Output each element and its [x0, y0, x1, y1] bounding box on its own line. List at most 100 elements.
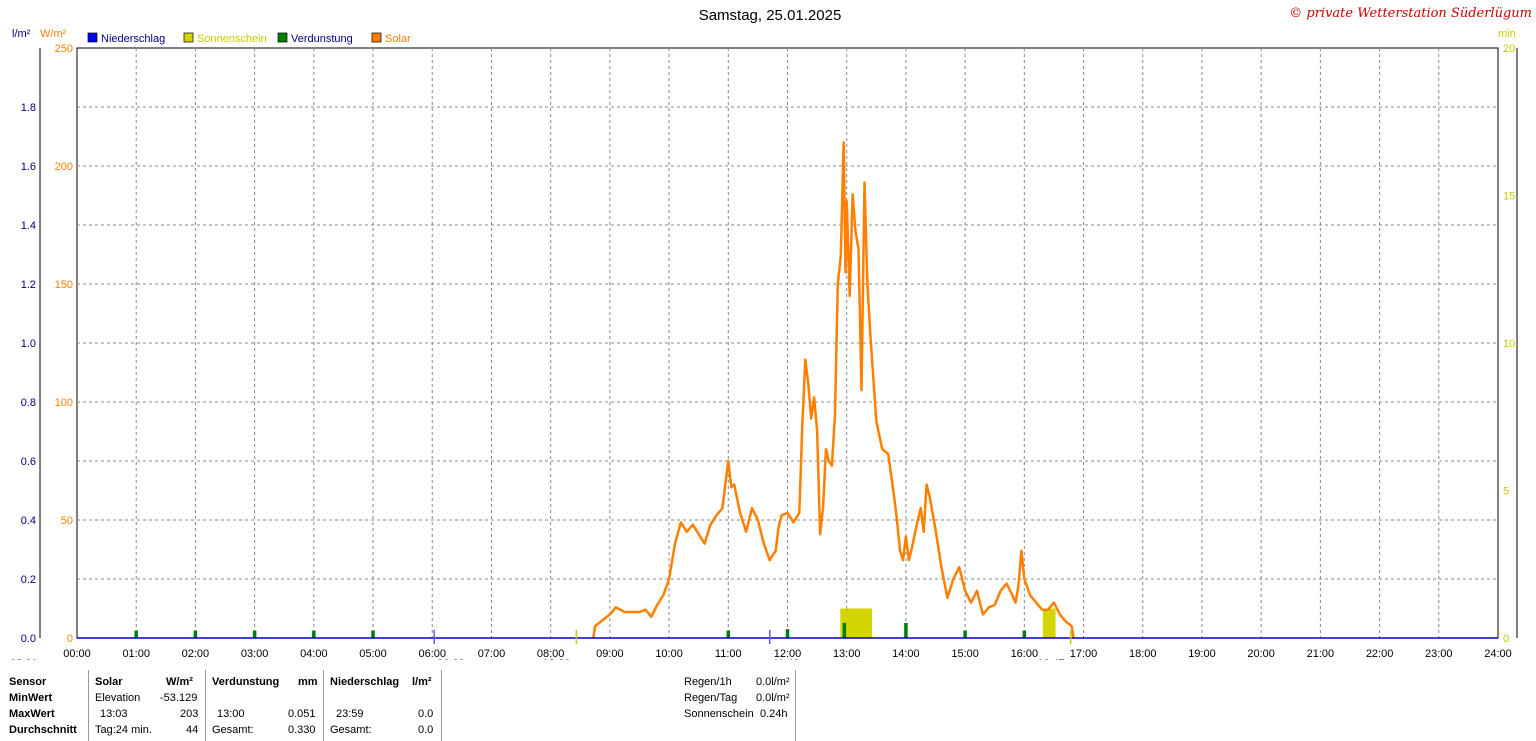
- unit-left-outer: W/m²: [40, 28, 67, 40]
- sonnenschein-bar-3: [859, 608, 868, 638]
- y-tick-lm2-7: 1.4: [21, 220, 36, 232]
- verdunstung-total-value: 0.330: [288, 724, 316, 736]
- verdunstung-bar-3: [312, 630, 316, 638]
- x-tick-21: 21:00: [1307, 648, 1335, 660]
- stat-label-avg: Durchschnitt: [9, 724, 77, 736]
- solar-min-value: -53.129: [160, 692, 198, 704]
- bar-series: [134, 608, 1056, 638]
- y-tick-min-3: 15: [1503, 191, 1515, 203]
- verdunstung-bar-2: [252, 630, 257, 638]
- niederschlag-max-time: 23:59: [336, 708, 364, 720]
- solar-min-label: Elevation: [95, 692, 141, 704]
- marker-sun_start-label: 08:26: [543, 658, 571, 660]
- y-tick-wm2-3: 150: [55, 279, 73, 291]
- copyright-text: © private Wetterstation Süderlügum: [1289, 6, 1532, 21]
- x-tick-19: 19:00: [1188, 648, 1216, 660]
- x-tick-0: 00:00: [63, 648, 91, 660]
- x-tick-24: 24:00: [1484, 648, 1512, 660]
- x-tick-22: 22:00: [1366, 648, 1394, 660]
- y-tick-wm2-0: 0: [67, 633, 73, 645]
- x-tick-6: 06:00: [418, 648, 446, 660]
- solar-unit: W/m²: [166, 676, 193, 688]
- x-tick-14: 14:00: [892, 648, 920, 660]
- y-tick-min-0: 0: [1503, 633, 1509, 645]
- x-axis: 00:00 01:00 02:00 03:00 04:00 05:00 06:00 07:00…: [63, 648, 1512, 660]
- x-tick-9: 09:00: [596, 648, 624, 660]
- niederschlag-total-value: 0.0: [418, 724, 434, 736]
- solar-avg-value: 44: [186, 724, 199, 736]
- legend-label-0: Niederschlag: [101, 33, 165, 45]
- verdunstung-unit: mm: [298, 676, 318, 688]
- legend-label-1: Sonnenschein: [197, 33, 267, 45]
- summary-sunshine-value: 0.24h: [760, 708, 788, 720]
- x-tick-15: 15:00: [951, 648, 979, 660]
- verdunstung-bar-8: [904, 622, 908, 638]
- y-tick-lm2-2: 0.4: [21, 515, 36, 527]
- y-tick-lm2-5: 1.0: [21, 338, 36, 350]
- legend-label-2: Verdunstung: [291, 33, 353, 45]
- y-tick-lm2-0: 0.0: [21, 633, 36, 645]
- y-tick-lm2-4: 0.8: [21, 397, 36, 409]
- y-tick-lm2-6: 1.2: [21, 279, 36, 291]
- y-tick-lm2-8: 1.6: [21, 161, 36, 173]
- niederschlag-header: Niederschlag: [330, 676, 400, 688]
- marker-left-label: 08:21: [10, 658, 38, 660]
- summary-rain-day-value: 0.0l/m²: [756, 692, 790, 704]
- x-tick-2: 02:00: [182, 648, 210, 660]
- verdunstung-max-value: 0.051: [288, 708, 316, 720]
- unit-left-inner: l/m²: [12, 28, 31, 40]
- x-tick-3: 03:00: [241, 648, 269, 660]
- x-tick-11: 11:00: [715, 648, 742, 660]
- verdunstung-bar-1: [193, 630, 198, 638]
- marker-civil_start-label: 06:02: [437, 658, 465, 660]
- x-tick-23: 23:00: [1425, 648, 1453, 660]
- solar-series-line: [592, 141, 1075, 639]
- solar-max-value: 203: [180, 708, 199, 720]
- niederschlag-total-label: Gesamt:: [330, 724, 372, 736]
- sonnenschein-bar-5: [1042, 608, 1051, 638]
- legend-swatch-1: [183, 32, 194, 43]
- verdunstung-bar-9: [963, 630, 967, 638]
- marker-sun_end-label: 16:47: [1037, 658, 1065, 660]
- x-tick-20: 20:00: [1247, 648, 1275, 660]
- y-tick-wm2-5: 250: [55, 43, 73, 55]
- verdunstung-max-time: 13:00: [217, 708, 245, 720]
- y-tick-min-2: 10: [1503, 338, 1515, 350]
- verdunstung-bar-0: [134, 630, 138, 638]
- verdunstung-bar-4: [371, 630, 375, 638]
- verdunstung-bar-10: [1022, 630, 1027, 638]
- verdunstung-bar-7: [842, 622, 847, 638]
- stat-label-min: MinWert: [9, 692, 53, 704]
- summary-rain-day-label: Regen/Tag: [684, 692, 738, 704]
- y-tick-lm2-1: 0.2: [21, 574, 36, 586]
- verdunstung-total-label: Gesamt:: [212, 724, 254, 736]
- x-tick-4: 04:00: [300, 648, 328, 660]
- x-tick-7: 07:00: [478, 648, 506, 660]
- x-tick-16: 16:00: [1011, 648, 1039, 660]
- legend-swatch-0: [87, 32, 98, 43]
- sonnenschein-bar-1: [847, 608, 856, 638]
- sonnenschein-bar-4: [864, 608, 873, 638]
- legend-label-3: Solar: [385, 33, 411, 45]
- verdunstung-header: Verdunstung: [212, 676, 280, 688]
- x-tick-17: 17:00: [1070, 648, 1098, 660]
- y-tick-wm2-4: 200: [55, 161, 73, 173]
- summary-rain-1h-value: 0.0l/m²: [756, 676, 790, 688]
- x-tick-10: 10:00: [655, 648, 683, 660]
- x-tick-13: 13:00: [833, 648, 861, 660]
- legend-swatch-2: [277, 32, 288, 43]
- y-tick-min-4: 20: [1503, 43, 1515, 55]
- x-tick-8: 08:00: [537, 648, 565, 660]
- y-tick-wm2-1: 50: [61, 515, 73, 527]
- niederschlag-max-value: 0.0: [418, 708, 434, 720]
- solar-max-time: 13:03: [100, 708, 128, 720]
- weather-chart: Samstag, 25.01.2025 © private Wetterstat…: [10, 6, 1532, 660]
- solar-header: Solar: [95, 676, 123, 688]
- y-axes: 0.00.20.40.60.81.01.21.41.61.80501001502…: [21, 43, 1518, 645]
- sonnenschein-bar-2: [852, 608, 861, 638]
- verdunstung-bar-5: [726, 630, 731, 638]
- stat-label-max: MaxWert: [9, 708, 55, 720]
- x-tick-1: 01:00: [122, 648, 150, 660]
- y-tick-lm2-3: 0.6: [21, 456, 36, 468]
- y-tick-min-1: 5: [1503, 486, 1509, 498]
